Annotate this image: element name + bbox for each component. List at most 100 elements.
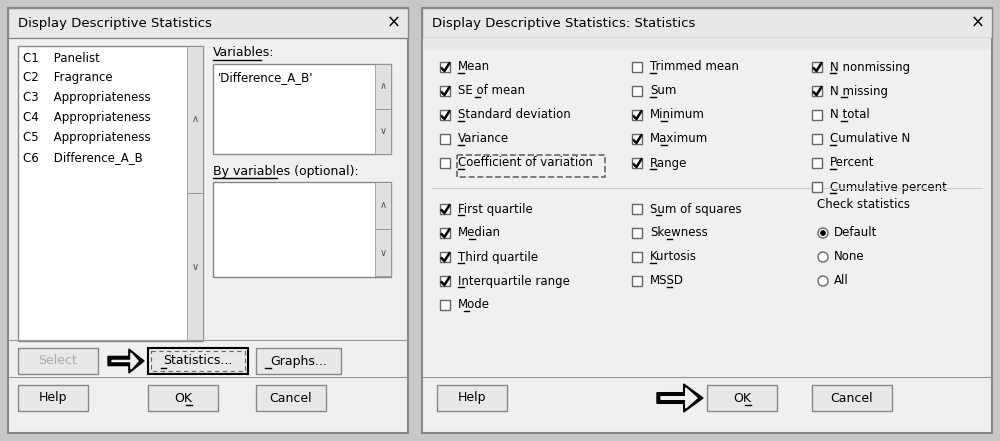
Bar	[632, 158, 642, 168]
Text: Cumulative percent: Cumulative percent	[830, 180, 947, 194]
Text: SE of mean: SE of mean	[458, 85, 525, 97]
Text: ∧: ∧	[191, 114, 199, 124]
Text: Variance: Variance	[458, 132, 509, 146]
Bar	[187, 46, 203, 193]
Circle shape	[820, 231, 826, 235]
Bar	[632, 228, 642, 238]
Polygon shape	[657, 384, 703, 412]
Text: C5    Appropriateness: C5 Appropriateness	[23, 131, 151, 145]
Bar	[422, 8, 992, 38]
Bar	[812, 182, 822, 192]
Text: Maximum: Maximum	[650, 132, 708, 146]
Bar	[632, 134, 642, 144]
Text: Variables:: Variables:	[213, 46, 274, 60]
Text: Mean: Mean	[458, 60, 490, 74]
Text: Median: Median	[458, 227, 501, 239]
Text: Help: Help	[458, 392, 486, 404]
Bar	[812, 134, 822, 144]
Text: Third quartile: Third quartile	[458, 250, 538, 264]
Bar	[375, 229, 391, 276]
Bar	[440, 300, 450, 310]
Bar	[148, 348, 248, 374]
Polygon shape	[112, 353, 138, 369]
Bar	[422, 8, 992, 433]
Text: Mode: Mode	[458, 299, 490, 311]
Bar	[812, 385, 892, 411]
Text: Trimmed mean: Trimmed mean	[650, 60, 739, 74]
Polygon shape	[108, 349, 144, 373]
Text: ∧: ∧	[379, 200, 387, 210]
Bar	[375, 64, 391, 109]
Bar	[440, 252, 450, 262]
Bar	[8, 8, 408, 38]
Bar	[632, 252, 642, 262]
Text: Skewness: Skewness	[650, 227, 708, 239]
Text: ∧: ∧	[379, 81, 387, 91]
Bar	[256, 385, 326, 411]
Bar	[632, 110, 642, 120]
Polygon shape	[661, 388, 697, 408]
Bar	[440, 204, 450, 214]
Text: OK: OK	[733, 392, 751, 404]
Text: ∨: ∨	[379, 248, 387, 258]
Circle shape	[818, 252, 828, 262]
Text: 'Difference_A_B': 'Difference_A_B'	[218, 71, 314, 85]
Text: ∨: ∨	[379, 126, 387, 136]
Text: Minimum: Minimum	[650, 108, 705, 122]
Bar	[632, 86, 642, 96]
Text: First quartile: First quartile	[458, 202, 533, 216]
Text: C1    Panelist: C1 Panelist	[23, 52, 100, 64]
Text: C6    Difference_A_B: C6 Difference_A_B	[23, 152, 143, 164]
Circle shape	[818, 276, 828, 286]
Text: OK: OK	[174, 392, 192, 404]
Bar	[256, 348, 341, 374]
Text: By variables (optional):: By variables (optional):	[213, 164, 359, 177]
Bar	[812, 110, 822, 120]
Text: Display Descriptive Statistics: Statistics: Display Descriptive Statistics: Statisti…	[432, 16, 695, 30]
Bar	[440, 110, 450, 120]
Text: Statistics...: Statistics...	[163, 355, 233, 367]
Bar	[151, 351, 245, 371]
Bar	[632, 276, 642, 286]
Bar	[440, 228, 450, 238]
Text: Cancel: Cancel	[270, 392, 312, 404]
Text: Kurtosis: Kurtosis	[650, 250, 697, 264]
Text: Graphs...: Graphs...	[270, 355, 327, 367]
Bar	[18, 385, 88, 411]
Bar	[440, 62, 450, 72]
Text: Standard deviation: Standard deviation	[458, 108, 571, 122]
Text: N missing: N missing	[830, 85, 888, 97]
Bar	[440, 276, 450, 286]
Text: C3    Appropriateness: C3 Appropriateness	[23, 91, 151, 105]
Text: C2    Fragrance: C2 Fragrance	[23, 71, 113, 85]
Bar	[440, 134, 450, 144]
Text: Cumulative N: Cumulative N	[830, 132, 910, 146]
Bar	[812, 158, 822, 168]
Bar	[423, 38, 991, 50]
Text: Cancel: Cancel	[831, 392, 873, 404]
Bar	[213, 64, 391, 154]
Bar	[375, 109, 391, 154]
Bar	[440, 158, 450, 168]
Text: Sum of squares: Sum of squares	[650, 202, 742, 216]
Text: None: None	[834, 250, 865, 264]
Bar	[632, 62, 642, 72]
Text: ×: ×	[971, 14, 985, 32]
Bar	[8, 8, 408, 433]
Bar	[187, 193, 203, 340]
Bar	[812, 62, 822, 72]
Text: ∨: ∨	[191, 262, 199, 272]
Text: Select: Select	[39, 355, 77, 367]
Text: Coefficient of variation: Coefficient of variation	[458, 157, 593, 169]
Bar	[437, 385, 507, 411]
Text: Sum: Sum	[650, 85, 676, 97]
Text: Percent: Percent	[830, 157, 874, 169]
Circle shape	[818, 228, 828, 238]
Text: Check statistics: Check statistics	[817, 198, 910, 212]
Bar	[707, 385, 777, 411]
Text: Default: Default	[834, 227, 877, 239]
Text: N nonmissing: N nonmissing	[830, 60, 910, 74]
Bar	[812, 86, 822, 96]
Text: C4    Appropriateness: C4 Appropriateness	[23, 112, 151, 124]
Text: MSSD: MSSD	[650, 274, 684, 288]
